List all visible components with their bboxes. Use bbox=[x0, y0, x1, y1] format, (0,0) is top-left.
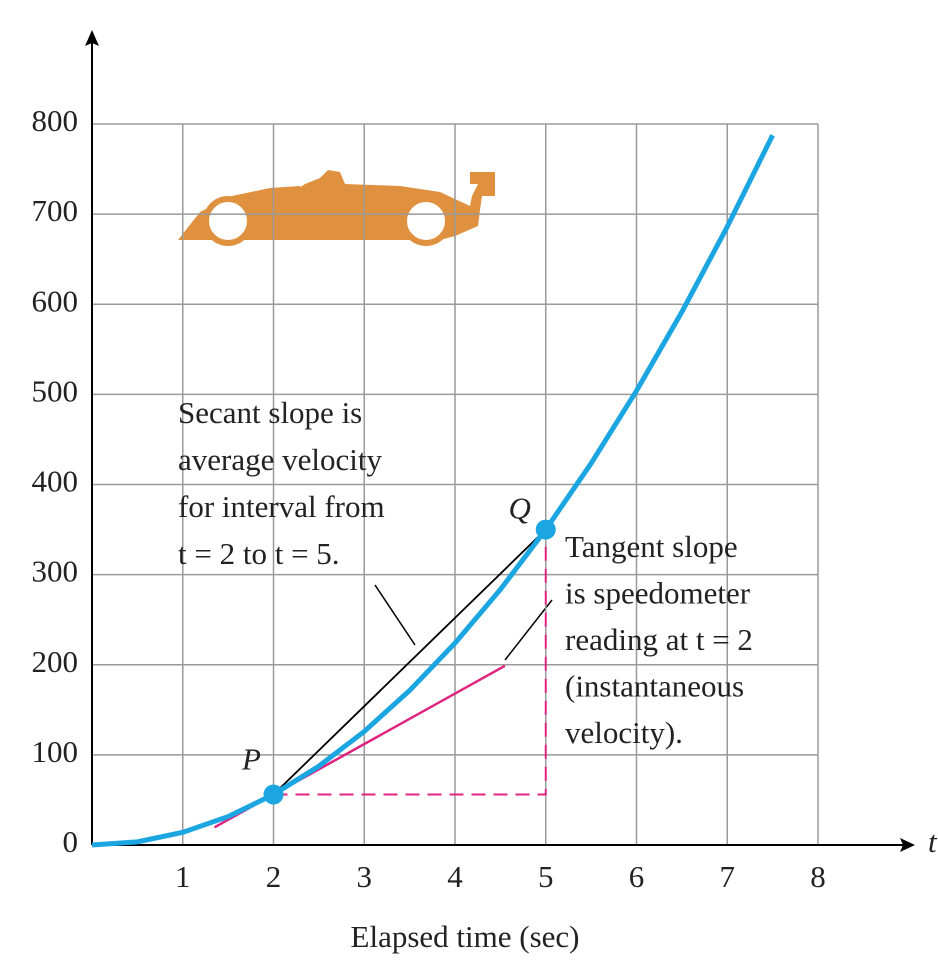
curve bbox=[91, 134, 775, 848]
secant-annotation: average velocity bbox=[178, 442, 382, 477]
secant-pointer bbox=[374, 584, 416, 646]
point-label: Q bbox=[509, 491, 531, 526]
x-tick-label: 1 bbox=[175, 859, 191, 894]
tangent-annotation: is speedometer bbox=[565, 576, 751, 611]
y-tick-label: 100 bbox=[32, 734, 79, 769]
secant-annotation: t = 2 to t = 5. bbox=[178, 536, 340, 571]
x-tick-label: 7 bbox=[720, 859, 736, 894]
x-axis-symbol: t bbox=[928, 824, 938, 859]
y-tick-label: 300 bbox=[32, 554, 79, 589]
x-tick-label: 4 bbox=[447, 859, 463, 894]
x-tick-label: 6 bbox=[629, 859, 645, 894]
secant-annotation: for interval from bbox=[178, 489, 385, 524]
x-tick-label: 3 bbox=[357, 859, 373, 894]
y-tick-label: 200 bbox=[32, 644, 79, 679]
secant-annotation: Secant slope is bbox=[178, 395, 362, 430]
tangent-pointer bbox=[504, 599, 553, 661]
x-tick-label: 5 bbox=[538, 859, 554, 894]
x-tick-label: 8 bbox=[810, 859, 826, 894]
secant-line bbox=[272, 528, 547, 796]
y-tick-label: 500 bbox=[32, 373, 79, 408]
rise-run-guide bbox=[273, 529, 547, 796]
tangent-annotation: (instantaneous bbox=[565, 669, 744, 704]
y-tick-label: 400 bbox=[32, 464, 79, 499]
x-axis-arrow bbox=[900, 838, 915, 852]
point bbox=[535, 519, 556, 540]
x-axis-label: Elapsed time (sec) bbox=[351, 919, 580, 954]
point-label: P bbox=[241, 742, 261, 777]
tangent-annotation: Tangent slope bbox=[565, 529, 738, 564]
y-tick-label: 700 bbox=[32, 193, 79, 228]
point bbox=[263, 784, 284, 805]
y-tick-label: 600 bbox=[32, 283, 79, 318]
y-tick-label: 0 bbox=[63, 824, 79, 859]
race-car bbox=[178, 167, 495, 246]
tangent-annotation: velocity). bbox=[565, 715, 683, 750]
y-axis-arrow bbox=[85, 30, 99, 46]
y-tick-label: 800 bbox=[32, 103, 79, 138]
x-tick-label: 2 bbox=[266, 859, 282, 894]
tangent-annotation: reading at t = 2 bbox=[565, 622, 753, 657]
